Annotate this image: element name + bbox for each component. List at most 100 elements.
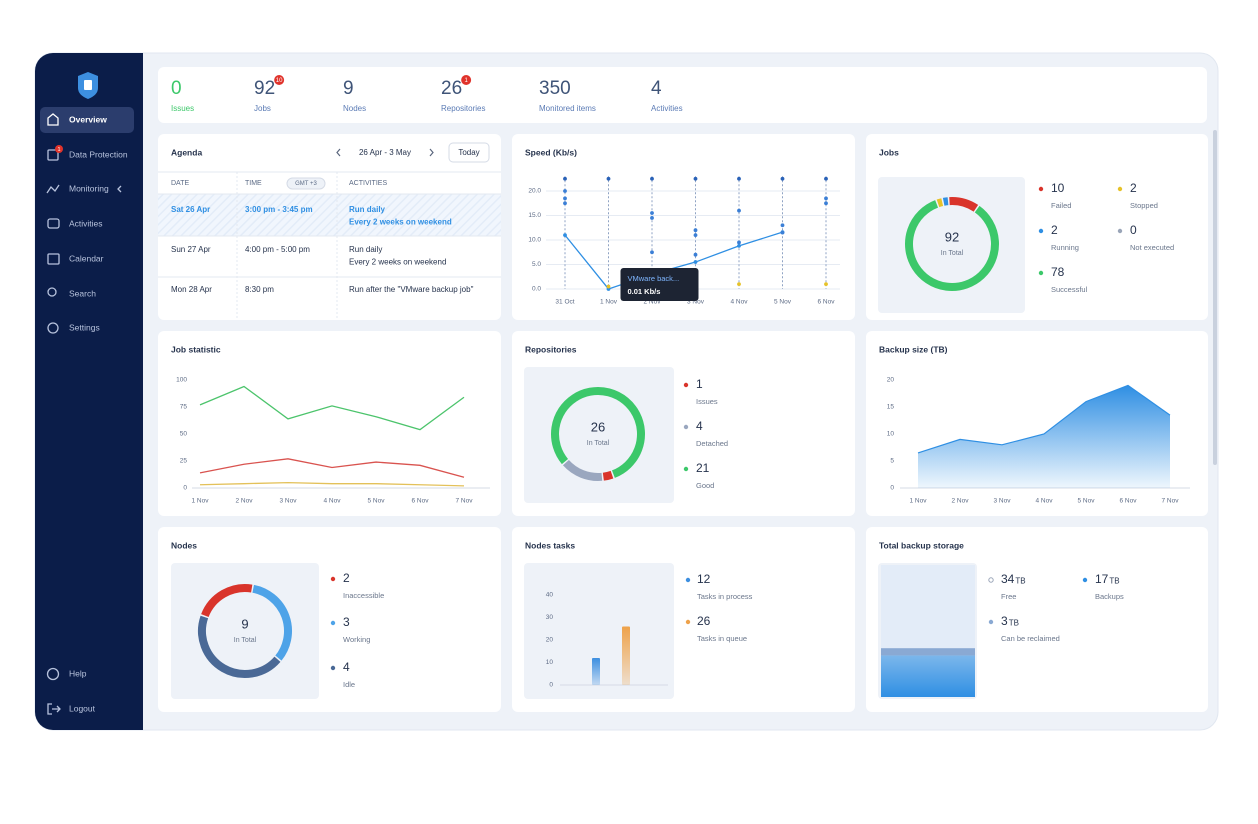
stat-label: Issues <box>171 104 194 113</box>
marker <box>693 260 698 264</box>
legend-label: Issues <box>696 397 718 406</box>
marker <box>824 282 828 286</box>
panel <box>878 177 1025 313</box>
nav-item[interactable]: Monitoring <box>69 183 109 193</box>
nav-item[interactable]: Overview <box>69 114 107 124</box>
legend-dot <box>330 620 336 626</box>
next-arrow[interactable] <box>429 148 434 157</box>
legend-value: 26 <box>697 614 711 628</box>
legend-dot <box>1082 577 1088 583</box>
nav-badge-text: 1 <box>57 147 60 153</box>
x-tick-label: 6 Nov <box>1120 498 1138 505</box>
line <box>199 458 465 478</box>
active-item-bg <box>40 107 134 133</box>
legend-label: Tasks in process <box>697 592 753 601</box>
legend-value: 2 <box>1051 223 1058 237</box>
legend-label: Successful <box>1051 285 1088 294</box>
panel <box>171 563 319 699</box>
legend-label: Tasks in queue <box>697 634 747 643</box>
stat-value: 9 <box>343 78 354 99</box>
y-tick-label: 0 <box>890 485 894 492</box>
x-tick-label: 31 Oct <box>555 299 574 306</box>
stat-value: 26 <box>441 78 462 99</box>
legend-unit: TB <box>1109 577 1119 586</box>
nav-item[interactable]: Activities <box>69 218 103 228</box>
legend-dot <box>1038 228 1044 234</box>
y-tick-label: 5 <box>890 458 894 465</box>
legend-value: 21 <box>696 461 710 475</box>
x-tick-label: 7 Nov <box>1162 498 1180 505</box>
agenda-activity: Every 2 weeks on weekend <box>349 258 446 267</box>
donut-segment <box>942 197 949 206</box>
marker <box>563 196 567 201</box>
stats-bar <box>158 67 1207 123</box>
nav-item[interactable]: Data Protection <box>69 149 128 159</box>
x-tick-label: 2 Nov <box>952 498 970 505</box>
stat-badge-text: 1 <box>464 78 468 84</box>
x-tick-label: 6 Nov <box>818 299 836 306</box>
legend-value: 17 <box>1095 572 1109 586</box>
today-label[interactable]: Today <box>458 148 479 157</box>
card-title: Job statistic <box>171 344 221 354</box>
nav-badge <box>55 145 63 153</box>
marker <box>824 201 828 206</box>
y-tick-label: 50 <box>180 431 188 438</box>
legend-value: 3 <box>343 615 350 629</box>
card-title: Agenda <box>171 147 202 157</box>
icon-logout <box>47 703 61 715</box>
marker <box>780 230 785 235</box>
legend-dot <box>1038 186 1044 192</box>
legend-label: Free <box>1001 592 1016 601</box>
panel <box>524 563 674 699</box>
marker <box>693 252 698 257</box>
legend-label: Failed <box>1051 201 1071 210</box>
legend-value: 4 <box>696 419 703 433</box>
donut-total: 92 <box>945 229 959 244</box>
nav-item[interactable]: Settings <box>69 322 100 332</box>
nav-item[interactable]: Logout <box>69 703 96 713</box>
nav-item[interactable]: Help <box>69 668 87 678</box>
legend-label: Backups <box>1095 592 1124 601</box>
stat-badge <box>274 75 285 85</box>
y-tick-label: 40 <box>546 592 554 599</box>
marker <box>737 282 741 286</box>
legend-value: 2 <box>343 571 350 585</box>
legend-dot <box>330 576 336 582</box>
y-tick-label: 5.0 <box>532 261 541 268</box>
prev-arrow[interactable] <box>336 148 341 157</box>
marker <box>650 216 654 220</box>
marker <box>824 176 828 181</box>
agenda-time: 4:00 pm - 5:00 pm <box>245 245 310 254</box>
donut-caption: In Total <box>941 250 964 257</box>
marker <box>780 176 785 181</box>
y-tick-label: 25 <box>180 458 188 465</box>
sidebar-icons <box>46 113 122 715</box>
marker <box>737 240 741 245</box>
marker <box>737 208 741 213</box>
marker <box>693 176 698 181</box>
nav-item[interactable]: Search <box>69 288 96 298</box>
today-button[interactable] <box>448 142 490 163</box>
agenda-activity: Run daily <box>349 245 382 254</box>
agenda-layout <box>158 142 501 320</box>
stat-label: Jobs <box>254 104 271 113</box>
sidebar-edge <box>110 53 143 730</box>
marker <box>563 189 567 193</box>
timezone-pill[interactable] <box>286 177 326 190</box>
icon-settings <box>47 322 59 334</box>
legend-value: 2 <box>1130 181 1137 195</box>
x-tick-label: 4 Nov <box>731 299 749 306</box>
stack-segment <box>881 655 975 697</box>
marker <box>693 228 698 233</box>
y-tick-label: 20 <box>887 377 895 384</box>
legend-label: Can be reclaimed <box>1001 634 1060 643</box>
donut-segment <box>905 200 999 291</box>
bar <box>592 658 600 685</box>
donut-caption: In Total <box>587 440 610 447</box>
x-tick-label: 5 Nov <box>1078 498 1096 505</box>
legend-label: Not executed <box>1130 243 1174 252</box>
nav-item[interactable]: Calendar <box>69 253 104 263</box>
legend-label: Working <box>343 635 370 644</box>
donut-total: 9 <box>241 616 248 631</box>
